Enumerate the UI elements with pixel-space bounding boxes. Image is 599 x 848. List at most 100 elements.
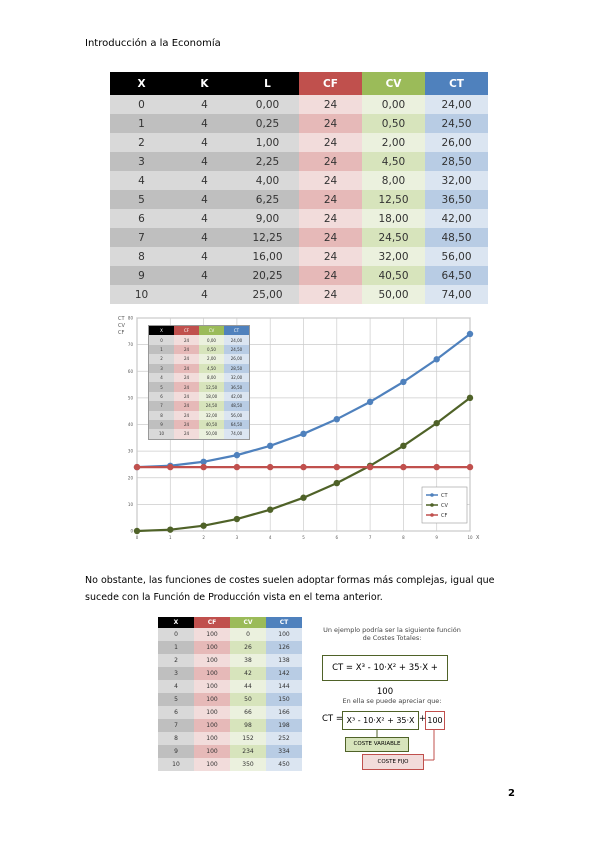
row: 5 24 12,50 36,50 bbox=[148, 382, 250, 392]
cell: 5 bbox=[148, 382, 174, 392]
chart-area: 0 10 20 30 40 50 60 70 80 0 1 2 3 4 5 6 7 8 9 10 CT CV CF X CT CV… bbox=[110, 308, 495, 548]
cell: 24,50 bbox=[362, 228, 425, 247]
cell: 2 bbox=[148, 354, 174, 364]
cell: 2 bbox=[158, 654, 194, 667]
point bbox=[333, 479, 340, 487]
cell: 166 bbox=[266, 706, 302, 719]
y-axis-label: CF bbox=[118, 330, 124, 336]
row: 8 100 152 252 bbox=[158, 732, 302, 745]
row: 8 24 32,00 56,00 bbox=[148, 410, 250, 420]
connectors bbox=[376, 729, 435, 761]
cell: 4 bbox=[173, 114, 236, 133]
cell: 56,00 bbox=[224, 410, 250, 420]
cell: 8,00 bbox=[199, 372, 224, 383]
row: 3 4 2,25 24 4,50 28,50 bbox=[110, 152, 488, 171]
cell: 100 bbox=[194, 732, 230, 745]
cell: 24 bbox=[299, 247, 362, 266]
row: 7 100 98 198 bbox=[158, 719, 302, 732]
legend-label: CT bbox=[441, 493, 448, 499]
cell: 198 bbox=[266, 719, 302, 732]
row: 0 4 0,00 24 0,00 24,00 bbox=[110, 95, 488, 114]
cell: 24 bbox=[174, 382, 199, 392]
cell: 0 bbox=[148, 335, 174, 345]
header-cell: X bbox=[158, 617, 194, 628]
row: 6 100 66 166 bbox=[158, 706, 302, 719]
cell: 9 bbox=[158, 745, 194, 758]
point bbox=[366, 463, 374, 471]
cell: 2,25 bbox=[236, 152, 299, 171]
point bbox=[466, 394, 474, 402]
cell: 6 bbox=[158, 706, 194, 719]
point bbox=[200, 458, 207, 465]
point bbox=[267, 463, 274, 471]
header-cell: K bbox=[173, 72, 236, 95]
variable-part: X³ - 10·X² + 35·X bbox=[342, 711, 419, 730]
y-tick-label: 20 bbox=[128, 475, 134, 480]
cell: 12,25 bbox=[236, 228, 299, 247]
y-tick-label: 80 bbox=[128, 316, 134, 321]
legend-label: CV bbox=[441, 503, 448, 509]
cell: 12,50 bbox=[362, 190, 425, 209]
legend-marker bbox=[430, 503, 434, 507]
y-tick-label: 70 bbox=[128, 342, 134, 347]
row: 7 24 24,50 48,50 bbox=[148, 401, 250, 411]
cell: 0,25 bbox=[236, 114, 299, 133]
cell: 1 bbox=[158, 641, 194, 654]
point bbox=[400, 378, 407, 386]
y-axis-label: CT bbox=[118, 316, 125, 322]
header-cell: CT bbox=[266, 617, 302, 628]
cell: 100 bbox=[194, 654, 230, 667]
cell: 3 bbox=[158, 667, 194, 680]
x-tick-label: 3 bbox=[236, 535, 239, 540]
cell: 6 bbox=[110, 209, 173, 228]
point bbox=[433, 356, 440, 363]
cell: 7 bbox=[158, 719, 194, 732]
header-row: X CF CV CT bbox=[148, 325, 250, 336]
x-tick-label: 4 bbox=[269, 535, 272, 540]
header-cell: CT bbox=[224, 325, 250, 336]
cell: 0,00 bbox=[362, 95, 425, 114]
cell: 9 bbox=[110, 266, 173, 285]
cell: 8 bbox=[110, 247, 173, 266]
row: 9 100 234 334 bbox=[158, 745, 302, 758]
row: 2 4 1,00 24 2,00 26,00 bbox=[110, 133, 488, 152]
cell: 24,00 bbox=[224, 335, 250, 345]
cell: 32,00 bbox=[199, 410, 224, 420]
cell: 24 bbox=[174, 363, 199, 373]
cell: 2,00 bbox=[199, 354, 224, 364]
legend-marker bbox=[430, 493, 434, 497]
cell: 24 bbox=[174, 410, 199, 420]
row: 6 24 18,00 42,00 bbox=[148, 391, 250, 402]
point bbox=[466, 330, 474, 338]
header-cell: CV bbox=[199, 325, 224, 336]
cell: 7 bbox=[148, 401, 174, 411]
cell: 32,00 bbox=[362, 247, 425, 266]
cell: 40,50 bbox=[199, 419, 224, 430]
row: 2 100 38 138 bbox=[158, 654, 302, 667]
point bbox=[267, 506, 274, 513]
cell: 42,00 bbox=[425, 209, 488, 228]
cell: 42,00 bbox=[224, 391, 250, 402]
point bbox=[233, 515, 241, 523]
cell: 3 bbox=[148, 363, 174, 373]
row: 2 24 2,00 26,00 bbox=[148, 354, 250, 364]
cell: 100 bbox=[194, 667, 230, 680]
cell: 24 bbox=[299, 266, 362, 285]
variable-label: COSTE VARIABLE bbox=[345, 737, 409, 752]
point bbox=[300, 463, 307, 471]
cell: 24 bbox=[174, 419, 199, 430]
cell: 26,00 bbox=[425, 133, 488, 152]
cell: 24,50 bbox=[199, 401, 224, 411]
header-title: Introducción a la Economía bbox=[85, 38, 221, 49]
cell: 24 bbox=[174, 391, 199, 402]
row: 10 100 350 450 bbox=[158, 758, 302, 771]
cell: 38 bbox=[230, 654, 266, 667]
cell: 4 bbox=[173, 247, 236, 266]
cell: 24 bbox=[299, 285, 362, 304]
cell: 32,00 bbox=[224, 372, 250, 383]
x-tick-label: 1 bbox=[169, 535, 172, 540]
cell: 9,00 bbox=[236, 209, 299, 228]
cell: 26 bbox=[230, 641, 266, 654]
cell: 152 bbox=[230, 732, 266, 745]
header-cell: CF bbox=[299, 72, 362, 95]
